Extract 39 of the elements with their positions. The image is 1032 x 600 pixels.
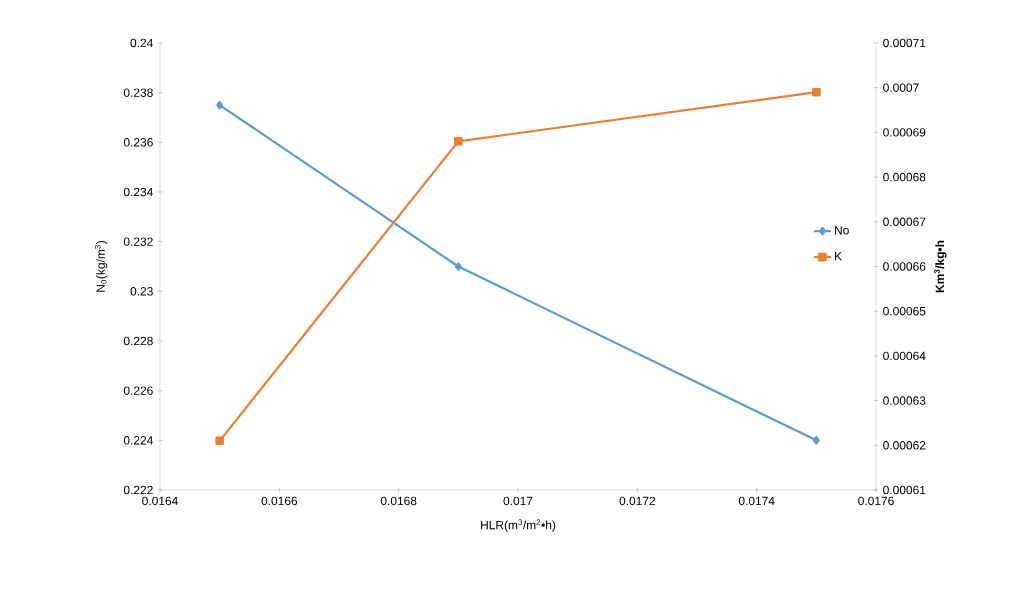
x-tick-label: 0.0176 xyxy=(858,496,894,506)
point xyxy=(454,262,462,271)
y2-tick-label: 0.00061 xyxy=(883,485,926,495)
y2-tick-label: 0.00069 xyxy=(883,128,926,137)
x-axis-title: HLR(m$^{3}$/m$^{2}$•h) xyxy=(481,519,556,532)
y-tick-label: 0.228 xyxy=(123,336,153,346)
point xyxy=(215,436,224,446)
y-tick-label: 0.238 xyxy=(123,88,153,97)
y-tick-label: 0.234 xyxy=(123,187,153,197)
y2-tick-label: 0.00066 xyxy=(883,262,926,271)
x-tick-label: 0.0174 xyxy=(738,496,775,506)
point xyxy=(812,436,820,445)
legend-label: K xyxy=(835,252,842,261)
y-tick-label: 0.24 xyxy=(130,38,153,48)
point xyxy=(216,100,224,110)
y2-tick-label: 0.00064 xyxy=(883,351,926,361)
y2-tick-label: 0.00071 xyxy=(883,38,926,48)
y2-tick-label: 0.0007 xyxy=(883,83,919,92)
y2-tick-label: 0.00063 xyxy=(883,396,926,405)
y-axis-title: N$_{0}$(kg/m$^{3}$) xyxy=(94,241,108,292)
y-tick-label: 0.222 xyxy=(123,485,153,495)
x-tick-label: 0.0172 xyxy=(619,496,656,506)
x-tick-label: 0.017 xyxy=(503,496,533,506)
y2-axis-title: Km$^{3}$/kg•h xyxy=(934,240,947,293)
x-tick-label: 0.0166 xyxy=(261,496,298,506)
legend-label: No xyxy=(835,226,849,235)
y-tick-label: 0.226 xyxy=(123,386,153,395)
point xyxy=(812,87,821,97)
y-tick-label: 0.232 xyxy=(123,237,153,246)
y2-tick-label: 0.00065 xyxy=(883,306,926,316)
x-tick-label: 0.0168 xyxy=(380,496,417,506)
point xyxy=(454,137,463,146)
y2-tick-label: 0.00062 xyxy=(883,441,926,450)
y-tick-label: 0.236 xyxy=(123,138,153,147)
y2-tick-label: 0.00068 xyxy=(883,172,926,182)
y2-tick-label: 0.00067 xyxy=(883,217,926,227)
y-tick-label: 0.224 xyxy=(123,436,153,445)
x-tick-label: 0.0164 xyxy=(142,496,178,506)
y-tick-label: 0.23 xyxy=(130,287,153,296)
